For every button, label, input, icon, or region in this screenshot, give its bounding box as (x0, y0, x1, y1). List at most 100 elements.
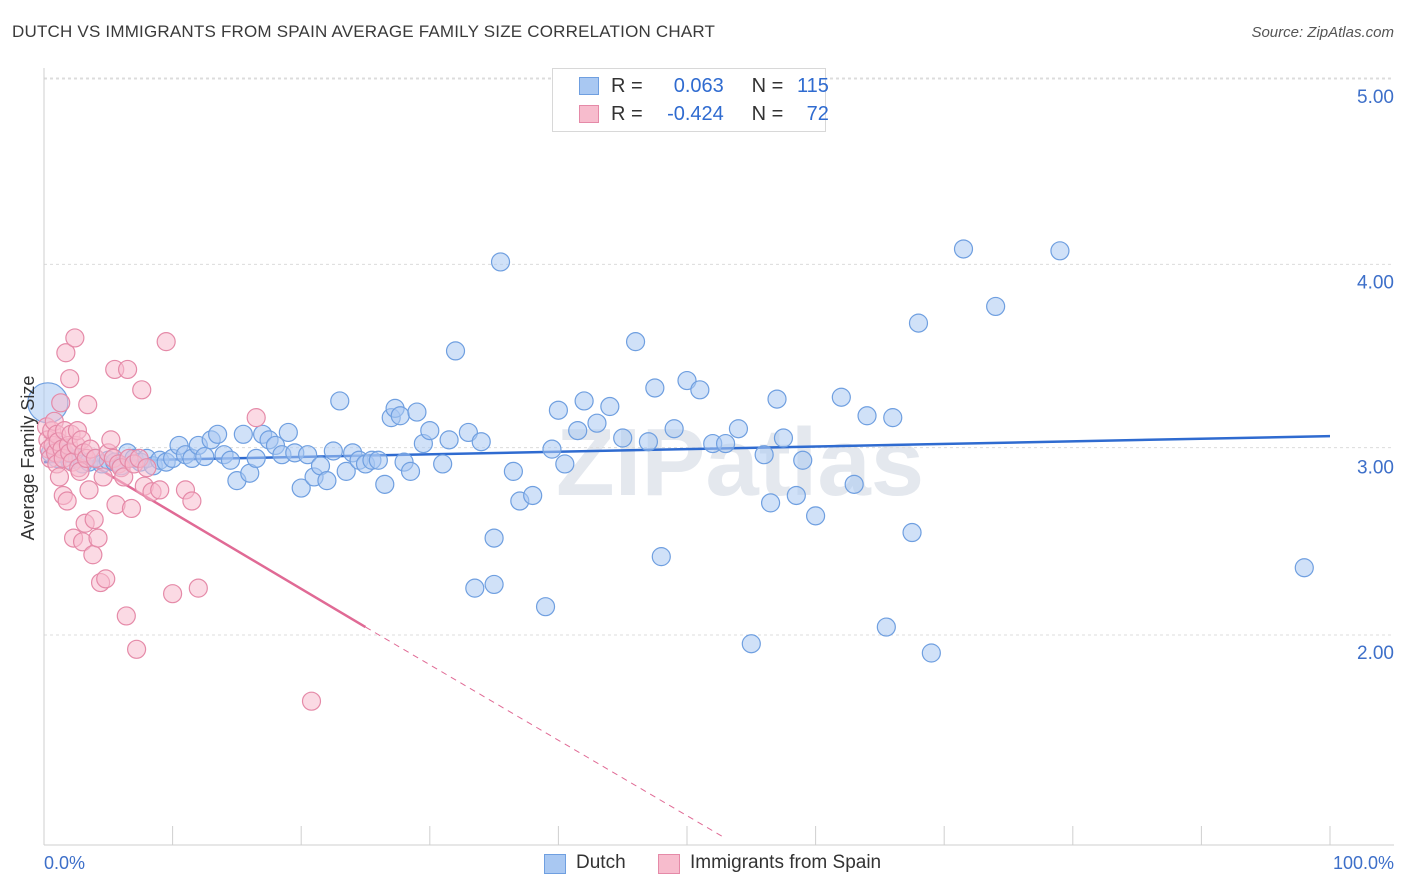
dutch-point (400, 461, 421, 481)
dutch-point (433, 454, 453, 474)
y-tick-label: 3.00 (1357, 458, 1394, 479)
dutch-point (741, 634, 761, 654)
spain-point (84, 509, 104, 530)
bottom-legend-swatch-spain (658, 854, 680, 874)
dutch-point (490, 252, 511, 272)
dutch-point (773, 428, 794, 448)
spain-point (114, 467, 134, 487)
legend-r-label: R = (611, 75, 643, 97)
dutch-point (484, 574, 504, 595)
y-tick-label: 4.00 (1357, 272, 1394, 293)
x-tick-label: 100.0% (1333, 853, 1394, 873)
dutch-point (876, 617, 896, 637)
dutch-point (220, 450, 241, 470)
legend-n-value: 115 (796, 75, 829, 97)
source-label: Source: ZipAtlas.com (1251, 24, 1394, 41)
dutch-point (555, 454, 575, 474)
spain-point (78, 395, 98, 415)
dutch-point (523, 485, 543, 506)
dutch-point (1294, 558, 1314, 578)
x-tick-label: 0.0% (44, 853, 85, 873)
legend-r-value: -0.424 (667, 103, 724, 125)
bottom-legend-label-spain: Immigrants from Spain (690, 852, 882, 873)
dutch-point (754, 445, 774, 465)
spain-point (49, 467, 70, 487)
dutch-point (568, 421, 588, 441)
dutch-point (690, 380, 710, 400)
spain-point (51, 393, 71, 413)
spain-point (96, 569, 116, 589)
dutch-point (953, 239, 974, 259)
spain-point (79, 480, 99, 500)
spain-point (246, 408, 266, 428)
spain-point (101, 430, 121, 450)
y-tick-label: 5.00 (1357, 87, 1394, 108)
spain-point (57, 491, 77, 511)
dutch-point (368, 450, 388, 470)
spain-point (56, 343, 76, 363)
spain-point (60, 369, 80, 389)
dutch-point (471, 432, 491, 452)
dutch-point (390, 406, 410, 426)
dutch-point (484, 528, 504, 548)
dutch-point (503, 461, 523, 481)
chart-title: DUTCH VS IMMIGRANTS FROM SPAIN AVERAGE F… (12, 22, 716, 41)
dutch-point (323, 441, 343, 461)
dutch-point (902, 522, 922, 543)
dutch-point (760, 493, 781, 513)
spain-point (121, 498, 142, 519)
spain-point (188, 578, 208, 598)
dutch-point (535, 597, 556, 617)
dutch-point (1050, 241, 1070, 261)
dutch-point (805, 506, 826, 526)
legend-n-label: N = (751, 103, 784, 125)
dutch-point (883, 408, 903, 428)
dutch-point (921, 643, 941, 663)
spain-point (83, 545, 103, 565)
dutch-point (336, 461, 356, 481)
dutch-point (587, 413, 607, 433)
dutch-point (458, 422, 478, 443)
spain-point (301, 691, 322, 711)
dutch-point (420, 421, 440, 441)
spain-point (126, 639, 147, 659)
dutch-point (715, 433, 736, 454)
legend-swatch-dutch (579, 77, 599, 95)
dutch-point (317, 471, 337, 491)
spain-point (182, 491, 202, 511)
dutch-point (195, 446, 215, 467)
dutch-point (625, 332, 646, 352)
y-axis-title: Average Family Size (18, 376, 38, 541)
spain-point (65, 328, 85, 348)
dutch-point (291, 478, 311, 498)
dutch-point (574, 391, 594, 411)
dutch-point (651, 547, 671, 567)
dutch-point (246, 448, 266, 468)
spain-point (156, 332, 176, 352)
dutch-point (638, 432, 659, 452)
dutch-point (613, 428, 633, 448)
dutch-point (857, 406, 877, 426)
dutch-point (786, 485, 806, 506)
correlation-legend: R = 0.063 N = 115 R = -0.424 N = 72 (552, 68, 829, 132)
dutch-point (208, 424, 228, 444)
spain-point (116, 606, 136, 626)
dutch-point (330, 391, 350, 411)
dutch-point (645, 378, 665, 398)
spain-point (117, 359, 138, 380)
dutch-point (233, 424, 253, 444)
y-tick-label: 2.00 (1357, 643, 1394, 664)
dutch-point (445, 341, 466, 361)
dutch-point (831, 387, 851, 407)
spain-point (88, 528, 108, 548)
spain-point (132, 380, 152, 400)
spain-point (150, 480, 170, 500)
dutch-point (548, 400, 569, 420)
bottom-legend-swatch-dutch (544, 854, 566, 874)
spain-point (137, 458, 157, 478)
legend-n-label: N = (751, 75, 784, 97)
dutch-point (407, 402, 427, 422)
dutch-point (664, 419, 684, 439)
spain-point (163, 584, 183, 604)
